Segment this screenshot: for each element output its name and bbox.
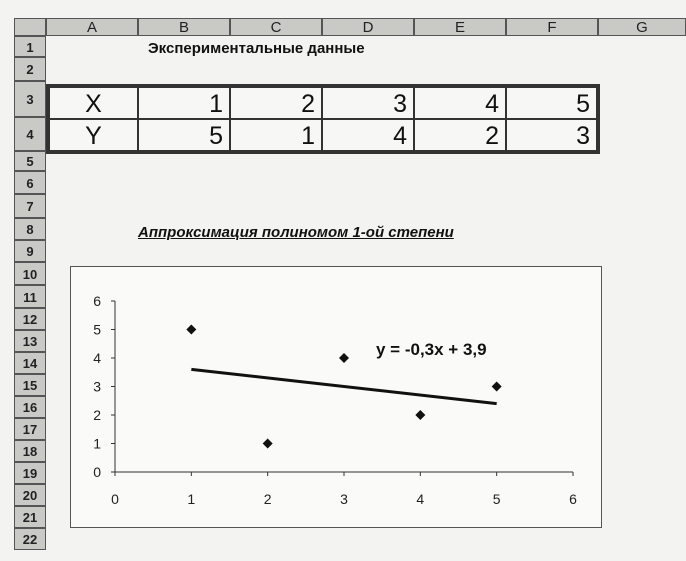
y-tick-label: 4 (93, 350, 101, 366)
trendline (191, 367, 497, 406)
scatter-chart: 0 1 2 3 4 5 6 0 1 2 3 4 5 6 y = -0,3x + 3,9 (93, 293, 577, 507)
cell-c3[interactable]: 2 (230, 87, 322, 119)
row-header-5[interactable]: 5 (14, 151, 46, 171)
row-header-9[interactable]: 9 (14, 240, 46, 262)
x-tick-label: 4 (416, 491, 424, 507)
row-header-17[interactable]: 17 (14, 418, 46, 440)
column-header-f[interactable]: F (506, 18, 598, 36)
sheet-title: Экспериментальные данные (148, 40, 365, 57)
cell-f3[interactable]: 5 (506, 87, 597, 119)
cell-a3[interactable]: X (49, 87, 138, 119)
x-tick-label: 0 (111, 491, 119, 507)
x-tick-label: 1 (187, 491, 195, 507)
chart-area[interactable]: 0 1 2 3 4 5 6 0 1 2 3 4 5 6 y = -0,3x + 3,9 (70, 266, 602, 528)
x-tick-label: 5 (493, 491, 501, 507)
row-header-3[interactable]: 3 (14, 81, 46, 117)
y-tick-label: 1 (93, 436, 101, 452)
select-all-corner[interactable] (14, 18, 46, 36)
column-header-e[interactable]: E (414, 18, 506, 36)
trendline-equation: y = -0,3x + 3,9 (376, 340, 487, 359)
cell-d3[interactable]: 3 (322, 87, 414, 119)
cell-a4[interactable]: Y (49, 119, 138, 151)
row-header-7[interactable]: 7 (14, 194, 46, 218)
row-header-21[interactable]: 21 (14, 506, 46, 528)
column-header-b[interactable]: B (138, 18, 230, 36)
cell-b4[interactable]: 5 (138, 119, 230, 151)
x-tick-label: 3 (340, 491, 348, 507)
x-tick-label: 6 (569, 491, 577, 507)
cell-d4[interactable]: 4 (322, 119, 414, 151)
row-header-22[interactable]: 22 (14, 528, 46, 550)
data-point[interactable] (491, 381, 502, 392)
cell-c4[interactable]: 1 (230, 119, 322, 151)
data-point[interactable] (415, 410, 426, 420)
x-tick-label: 2 (264, 491, 272, 507)
data-point[interactable] (186, 324, 197, 335)
y-tick-label: 0 (93, 464, 101, 480)
data-table: X 1 2 3 4 5 Y 5 1 4 2 3 (46, 84, 600, 154)
row-header-16[interactable]: 16 (14, 396, 46, 418)
row-header-12[interactable]: 12 (14, 308, 46, 330)
row-header-4[interactable]: 4 (14, 117, 46, 151)
cell-e3[interactable]: 4 (414, 87, 506, 119)
row-header-6[interactable]: 6 (14, 171, 46, 194)
column-header-c[interactable]: C (230, 18, 322, 36)
column-header-a[interactable]: A (46, 18, 138, 36)
row-header-8[interactable]: 8 (14, 218, 46, 240)
cell-f4[interactable]: 3 (506, 119, 597, 151)
chart-title: Аппроксимация полиномом 1-ой степени (138, 224, 454, 241)
y-tick-label: 3 (93, 379, 101, 395)
row-header-20[interactable]: 20 (14, 484, 46, 506)
cell-e4[interactable]: 2 (414, 119, 506, 151)
cell-b3[interactable]: 1 (138, 87, 230, 119)
row-header-10[interactable]: 10 (14, 262, 46, 285)
row-header-2[interactable]: 2 (14, 57, 46, 81)
row-header-1[interactable]: 1 (14, 36, 46, 57)
row-header-11[interactable]: 11 (14, 285, 46, 308)
row-header-13[interactable]: 13 (14, 330, 46, 352)
row-header-19[interactable]: 19 (14, 462, 46, 484)
y-tick-label: 5 (93, 322, 101, 338)
row-header-14[interactable]: 14 (14, 352, 46, 374)
data-point[interactable] (262, 438, 273, 449)
y-tick-label: 2 (93, 407, 101, 423)
y-tick-label: 6 (93, 293, 101, 309)
data-point[interactable] (339, 353, 349, 363)
column-header-d[interactable]: D (322, 18, 414, 36)
column-header-g[interactable]: G (598, 18, 686, 36)
row-header-15[interactable]: 15 (14, 374, 46, 396)
row-header-18[interactable]: 18 (14, 440, 46, 462)
